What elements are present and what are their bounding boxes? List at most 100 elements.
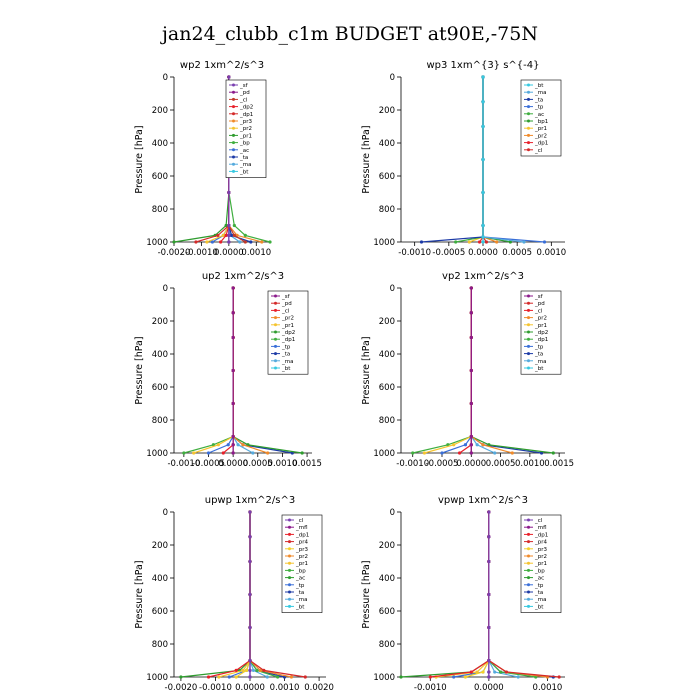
data-point [232, 223, 236, 228]
legend-label: _mfl [534, 525, 547, 531]
series-pr1 [434, 510, 491, 679]
series-ma [231, 286, 255, 455]
legend-label: _ta [281, 352, 290, 358]
legend-swatch-marker [274, 330, 277, 334]
series-pr1 [422, 286, 473, 455]
data-point [255, 668, 259, 673]
legend-label: _cl [534, 518, 543, 524]
legend: _sf_pd_cl _pr2_pr1_dp2_dp1_tp _ta_ma_bt [267, 290, 309, 375]
legend-swatch-marker [232, 162, 235, 166]
legend-label: _tp [281, 344, 291, 350]
series-dp1 [206, 510, 252, 679]
data-point [262, 668, 266, 673]
legend-label: _ta [534, 352, 543, 358]
y-tick-label: 200 [152, 541, 168, 551]
panel-title: vpwp 1xm^2/s^3 [438, 495, 528, 506]
legend-swatch-marker [527, 547, 530, 551]
legend-label: _dp1 [239, 112, 253, 118]
legend-swatch-marker [288, 604, 291, 608]
series-ac [179, 510, 252, 679]
series-pr2 [231, 286, 270, 455]
series-line [453, 512, 490, 678]
data-point [289, 675, 294, 679]
data-point [231, 335, 235, 340]
legend-label: _ma [534, 90, 546, 96]
legend: _cl_mfl_dp1_pr4_pr3_pr2_pr1_bp_ac_tp_ta_… [281, 514, 323, 613]
legend-swatch-marker [232, 90, 235, 94]
series-line [469, 77, 484, 243]
legend-swatch-marker [527, 554, 530, 558]
legend-swatch-marker [288, 590, 291, 594]
data-point [469, 401, 473, 406]
legend-swatch-marker [527, 133, 530, 137]
legend-swatch-marker [288, 532, 291, 536]
data-point [248, 592, 252, 597]
data-point [248, 625, 252, 630]
y-tick-label: 600 [379, 607, 395, 617]
legend-swatch-marker [274, 323, 277, 327]
data-point [475, 443, 479, 447]
series-pr1 [172, 75, 231, 244]
legend-label: _bp [239, 141, 250, 147]
series-line [436, 512, 490, 678]
data-point [243, 240, 247, 244]
data-point [522, 240, 526, 244]
legend-swatch-marker [232, 141, 235, 145]
y-tick-label: 1000 [146, 449, 168, 459]
data-point [268, 240, 272, 244]
legend-label: _ac [295, 576, 305, 582]
y-tick-label: 200 [379, 317, 395, 327]
series-line [208, 288, 234, 454]
series-line [455, 77, 484, 243]
x-tick-label: -0.0005 [432, 248, 465, 258]
x-tick-label: 0.0020 [304, 683, 334, 693]
data-point [230, 233, 234, 237]
data-point [481, 100, 485, 104]
figure-title: jan24_clubb_c1m BUDGET at90E,-75N [160, 23, 538, 45]
series-line [249, 512, 268, 678]
data-point [300, 451, 304, 455]
y-tick-label: 800 [379, 640, 395, 650]
data-point [481, 670, 485, 674]
data-point [419, 240, 424, 244]
legend-label: _bt [534, 604, 544, 610]
legend-label: _ma [281, 359, 293, 365]
y-axis-label: Pressure [hPa] [361, 560, 372, 628]
y-tick-label: 200 [379, 541, 395, 551]
y-tick-label: 400 [152, 574, 168, 584]
data-point [498, 670, 503, 674]
data-point [231, 434, 235, 439]
legend-swatch-marker [527, 294, 530, 298]
series-line [206, 77, 230, 243]
data-point [276, 675, 280, 679]
y-tick-label: 0 [163, 508, 168, 518]
legend-label: _sf [239, 83, 249, 89]
data-point [210, 240, 214, 244]
legend-swatch-marker [288, 540, 291, 544]
data-point [227, 223, 231, 228]
series-bt [481, 75, 485, 244]
legend-label: _cl [281, 308, 290, 314]
panel-title: wp2 1xm^2/s^3 [180, 60, 264, 71]
data-point [469, 670, 473, 674]
series-pr2 [469, 286, 514, 455]
legend-label: _pd [281, 301, 292, 307]
legend-swatch-marker [288, 597, 291, 601]
data-point [234, 675, 238, 679]
legend-label: _dp2 [534, 330, 548, 336]
legend-swatch-marker [527, 301, 530, 305]
legend: _bt_ma_ta _tp_ac_bp1_pr1_pr2 _dp1_cl [520, 79, 562, 157]
y-tick-label: 600 [379, 172, 395, 182]
legend-swatch-marker [288, 554, 291, 558]
data-point [516, 675, 520, 679]
legend: _sf_pd_cl _pr2_pr1_dp2_dp1_tp _ta_ma_bt [520, 290, 562, 375]
series-cl [487, 510, 491, 679]
legend-swatch-marker [527, 532, 530, 536]
data-point [211, 443, 216, 447]
series-cl [248, 510, 252, 679]
data-point [248, 658, 252, 663]
data-point [428, 675, 432, 679]
series-line [412, 288, 472, 454]
legend-swatch-marker [527, 344, 530, 348]
x-tick-label: 0.0000 [235, 683, 265, 693]
